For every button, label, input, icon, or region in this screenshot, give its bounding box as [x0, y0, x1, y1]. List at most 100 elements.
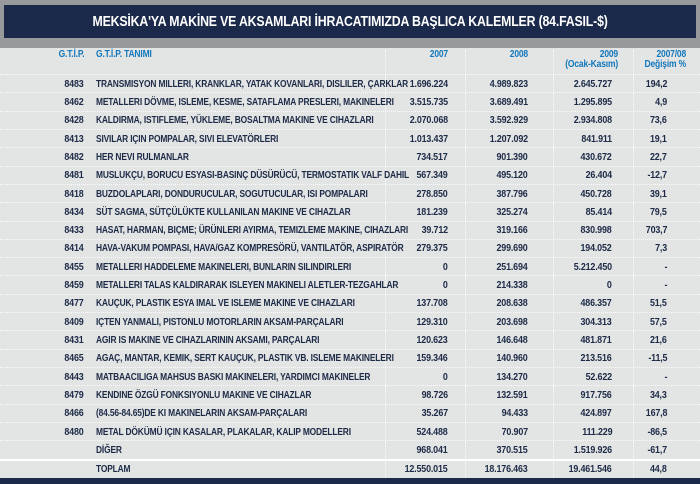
gtip-name-cell: AGAÇ, MANTAR, KEMIK, SERT KAUÇUK, PLASTI… [88, 350, 394, 367]
table-row: 8462 METALLERI DÖVME, ISLEME, KESME, SATA… [0, 92, 700, 111]
page-title: MEKSİKA'YA MAKİNE VE AKSAMLARI İHRACATIM… [92, 13, 608, 30]
gtip-name-cell: KALDIRMA, ISTIFLEME, YÜKLEME, BOSALTMA M… [88, 112, 385, 129]
gtip-name-cell: MUSLUKÇU, BORUCU ESYASI-BASINÇ DÜSÜRÜCÜ,… [88, 167, 409, 184]
table-row: 8428 KALDIRMA, ISTIFLEME, YÜKLEME, BOSALT… [0, 110, 700, 129]
value-2008-cell: 132.591 [465, 386, 553, 404]
gtip-code-cell: 8414 [0, 240, 88, 257]
value-2008-cell: 1.207.092 [465, 129, 553, 148]
cell-text: 85.414 [585, 205, 612, 218]
cell-text: 12.550.015 [405, 463, 448, 476]
cell-text: MATBAACILIGA MAHSUS BASKI MAKINELERI, YA… [96, 370, 371, 383]
cell-text: 304.313 [580, 315, 612, 328]
table-row: 8443 MATBAACILIGA MAHSUS BASKI MAKINELERI… [0, 367, 700, 386]
cell-text: 450.728 [580, 187, 612, 200]
value-2008-cell: 214.338 [465, 276, 553, 294]
gtip-name-cell: HER NEVI RULMANLAR [88, 148, 385, 165]
cell-text: 8443 [64, 370, 84, 383]
header-change: 2007/08 Değişim % [633, 50, 700, 74]
cell-text: 21,6 [650, 334, 667, 347]
change-pct-cell: 34,3 [633, 386, 700, 404]
value-2008-cell: 134.270 [465, 368, 553, 386]
cell-text: 194,2 [645, 77, 668, 90]
gtip-code-cell: 8465 [0, 350, 88, 367]
gtip-code-cell: 8477 [0, 295, 88, 312]
value-2007-cell: 734.517 [385, 148, 465, 166]
header-tanimi-label: G.T.İ.P. TANIMI [96, 49, 152, 60]
value-2008-cell: 387.796 [465, 184, 553, 203]
value-2007-cell: 39.712 [385, 221, 465, 239]
change-pct-cell: 194,2 [633, 75, 700, 93]
header-2009-year-label: 2009 [599, 49, 618, 60]
cell-text: 4,9 [655, 95, 667, 108]
gtip-code-cell: 8431 [0, 331, 88, 348]
cell-text: 1.207.092 [489, 132, 528, 145]
change-pct-cell: 51,5 [633, 294, 700, 313]
gtip-code-cell: 8455 [0, 258, 88, 275]
change-pct-cell: 167,8 [633, 404, 700, 422]
cell-text: 159.346 [416, 352, 448, 365]
gtip-name-cell: DİĞER [88, 441, 385, 458]
value-2009-cell: 2.645.727 [553, 75, 633, 93]
gtip-name-cell: KAUÇUK, PLASTIK ESYA IMAL VE ISLEME MAKI… [88, 295, 385, 312]
table-row: 8413 SIVILAR IÇIN POMPALAR, SIVI ELEVATÖR… [0, 128, 700, 148]
cell-text: 213.516 [580, 352, 612, 365]
cell-text: 251.694 [496, 260, 528, 273]
header-2007: 2007 [385, 50, 465, 74]
change-pct-cell: 703,7 [633, 221, 700, 239]
table-row: 8434 SÜT SAGMA, SÜTÇÜLÜKTE KULLANILAN MAK… [0, 202, 700, 221]
cell-text: TOPLAM [96, 463, 131, 476]
value-2007-cell: 35.267 [385, 404, 465, 422]
value-2007-cell: 0 [385, 368, 465, 386]
table-row: 8431 AGIR IS MAKINE VE CIHAZLARININ AKSAM… [0, 330, 700, 349]
value-2009-cell: 450.728 [553, 184, 633, 203]
cell-text: 120.623 [416, 334, 448, 347]
cell-text: 129.310 [416, 315, 448, 328]
cell-text: 8455 [64, 260, 84, 273]
cell-text: 917.756 [580, 388, 612, 401]
gtip-name-cell: METALLERI DÖVME, ISLEME, KESME, SATAFLAM… [88, 93, 394, 110]
gtip-name-cell: AGIR IS MAKINE VE CIHAZLARININ AKSAMI, P… [88, 331, 385, 348]
cell-text: 181.239 [416, 205, 448, 218]
change-pct-cell: 73,6 [633, 111, 700, 129]
gtip-code-cell [0, 461, 88, 478]
value-2009-cell: 194.052 [553, 239, 633, 258]
export-items-table: G.T.İ.P. G.T.İ.P. TANIMI 2007 2008 2009 … [0, 48, 700, 478]
value-2007-cell: 129.310 [385, 313, 465, 331]
value-2008-cell: 495.120 [465, 166, 553, 184]
header-change-pct-label: Değişim % [644, 59, 687, 70]
value-2007-cell: 120.623 [385, 331, 465, 349]
cell-text: 98.726 [421, 388, 448, 401]
cell-text: 319.166 [496, 224, 528, 237]
cell-text: 137.708 [416, 297, 448, 310]
cell-text: 5.212.450 [573, 260, 612, 273]
value-2009-cell: 213.516 [553, 349, 633, 367]
cell-text: 8482 [64, 150, 84, 163]
cell-text: 424.897 [580, 407, 612, 420]
cell-text: 19.461.546 [569, 463, 612, 476]
value-2008-cell: 299.690 [465, 239, 553, 258]
header-2008: 2008 [465, 50, 553, 74]
value-2008-cell: 94.433 [465, 404, 553, 422]
cell-text: 34,3 [650, 388, 667, 401]
cell-text: 3.515.735 [409, 95, 448, 108]
table-row: TOPLAM 12.550.015 18.176.463 19.461.546 44,8 [0, 458, 700, 478]
value-2009-cell: 424.897 [553, 404, 633, 422]
table-row: 8409 IÇTEN YANMALI, PISTONLU MOTORLARIN A… [0, 312, 700, 331]
header-gtip: G.T.İ.P. [0, 50, 88, 74]
table-row: 8418 BUZDOLAPLARI, DONDURUCULAR, SOGUTUCU… [0, 183, 700, 203]
gtip-name-cell: SÜT SAGMA, SÜTÇÜLÜKTE KULLANILAN MAKINE … [88, 203, 385, 220]
gtip-name-cell: IÇTEN YANMALI, PISTONLU MOTORLARIN AKSAM… [88, 313, 385, 330]
cell-text: 8480 [64, 425, 84, 438]
cell-text: IÇTEN YANMALI, PISTONLU MOTORLARIN AKSAM… [96, 315, 344, 328]
change-pct-cell: 22,7 [633, 148, 700, 166]
cell-text: 2.070.068 [409, 114, 448, 127]
cell-text: 734.517 [416, 150, 448, 163]
gtip-code-cell: 8482 [0, 148, 88, 165]
cell-text: KALDIRMA, ISTIFLEME, YÜKLEME, BOSALTMA M… [96, 114, 374, 127]
cell-text: 279.375 [416, 242, 448, 255]
cell-text: 57,5 [650, 315, 667, 328]
value-2008-cell: 3.689.491 [465, 93, 553, 111]
change-pct-cell: 44,8 [633, 460, 700, 478]
cell-text: 0 [607, 279, 612, 292]
header-2009: 2009 (Ocak-Kasım) [553, 50, 633, 74]
